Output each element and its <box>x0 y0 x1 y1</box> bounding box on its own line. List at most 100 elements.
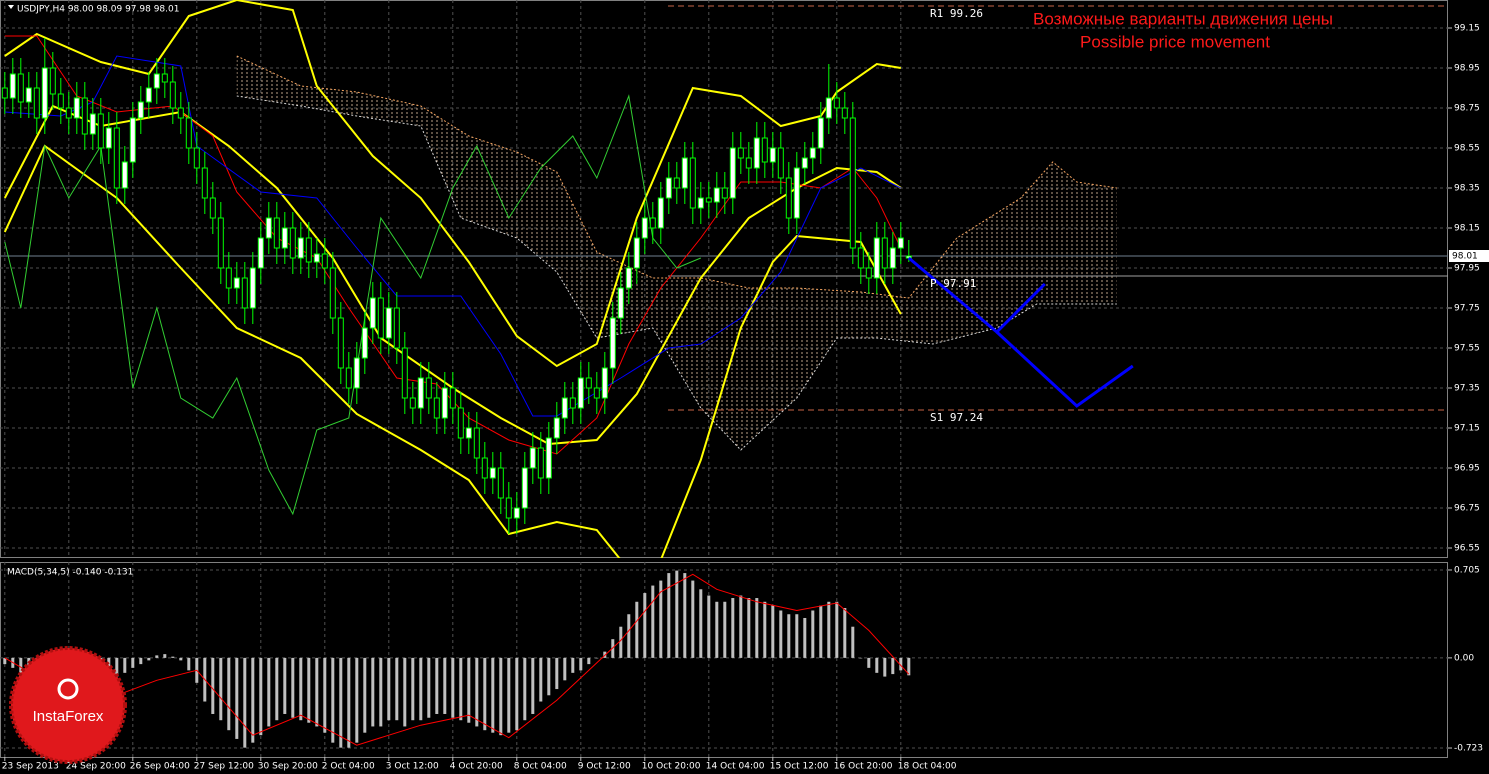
candle-body <box>609 317 616 369</box>
candle-body <box>121 161 128 189</box>
histogram-bar <box>827 601 831 658</box>
candle-body <box>233 277 240 289</box>
y-tick-label: 97.55 <box>1454 344 1480 354</box>
candle-body <box>649 217 656 229</box>
candle-body <box>841 107 848 119</box>
histogram-bar <box>291 657 295 718</box>
level-name: P <box>930 277 937 290</box>
candle-body <box>505 497 512 519</box>
candle-body <box>761 137 768 163</box>
candle-body <box>409 397 416 409</box>
histogram-bar <box>555 657 559 690</box>
candle-body <box>633 237 640 269</box>
histogram-bar <box>123 657 127 673</box>
candle-body <box>665 177 672 199</box>
histogram-bar <box>907 657 911 676</box>
projection-line <box>995 330 1134 408</box>
candle-body <box>297 237 304 259</box>
histogram-bar <box>211 657 215 714</box>
candle-body <box>305 237 312 263</box>
indicator-line <box>3 144 902 558</box>
histogram-bar <box>579 657 583 671</box>
candle-body <box>737 147 744 159</box>
y-tick-label: -0.723 <box>1454 744 1483 754</box>
candle-body <box>401 347 408 399</box>
candle-body <box>361 327 368 359</box>
histogram-bar <box>163 654 167 658</box>
candle-body <box>9 73 16 99</box>
candle-body <box>825 97 832 119</box>
candle-body <box>785 177 792 219</box>
candle-body <box>433 397 440 419</box>
histogram-bar <box>547 657 551 696</box>
histogram-bar <box>427 657 431 718</box>
candle-body <box>81 97 88 135</box>
histogram-bar <box>819 605 823 658</box>
histogram-bar <box>131 657 135 668</box>
x-tick-label: 23 Sep 2013 <box>2 762 59 772</box>
histogram-bar <box>635 601 639 658</box>
x-tick-label: 14 Oct 04:00 <box>706 762 765 772</box>
indicator-line <box>4 55 902 417</box>
candle-body <box>801 157 808 169</box>
candle-body <box>601 367 608 399</box>
candle-body <box>865 267 872 279</box>
candle-body <box>89 113 96 135</box>
axes: 99.15 98.95 98.75 98.55 98.35 98.15 97.95 97.75… <box>2 24 1489 772</box>
histogram-bar <box>347 657 351 748</box>
histogram-bar <box>651 585 655 658</box>
x-tick-label: 27 Sep 12:00 <box>194 762 254 772</box>
candle-body <box>569 397 576 409</box>
histogram-bar <box>787 614 791 658</box>
histogram-bar <box>811 610 815 658</box>
histogram-bar <box>419 657 423 721</box>
y-tick-label: 98.75 <box>1454 104 1480 114</box>
histogram-bar <box>891 657 895 675</box>
histogram-bar <box>659 580 663 658</box>
histogram-bar <box>19 657 23 673</box>
histogram-bar <box>299 657 303 721</box>
histogram-bar <box>147 657 151 661</box>
candle-body <box>185 117 192 149</box>
histogram-bar <box>643 593 647 658</box>
histogram-bar <box>867 657 871 668</box>
candle-body <box>585 377 592 389</box>
histogram-bar <box>747 598 751 658</box>
candle-body <box>321 253 328 269</box>
logo-badge <box>9 646 127 764</box>
level-value: 97.91 <box>943 277 976 290</box>
histogram-bar <box>627 614 631 658</box>
candle-body <box>241 277 248 309</box>
histogram-bar <box>507 657 511 733</box>
histogram-bar <box>387 657 391 721</box>
histogram-bar <box>539 657 543 702</box>
x-tick-label: 18 Oct 04:00 <box>898 762 957 772</box>
histogram-bar <box>835 601 839 658</box>
candle-body <box>169 81 176 109</box>
indicator-line <box>4 94 701 516</box>
histogram-bar <box>219 657 223 721</box>
x-tick-label: 30 Sep 20:00 <box>258 762 318 772</box>
candle-body <box>729 147 736 199</box>
histogram-bar <box>595 657 599 659</box>
x-tick-label: 2 Oct 04:00 <box>322 762 375 772</box>
cloud-fill <box>236 56 1117 450</box>
candle-body <box>713 187 720 203</box>
x-tick-label: 26 Sep 04:00 <box>130 762 190 772</box>
y-tick-label: 96.95 <box>1454 464 1480 474</box>
candle-body <box>97 113 104 149</box>
x-tick-label: 16 Oct 20:00 <box>834 762 893 772</box>
indicator-line <box>4 0 901 368</box>
candle-body <box>25 87 32 103</box>
y-tick-label: 99.15 <box>1454 24 1480 34</box>
histogram-bar <box>667 573 671 658</box>
candle-body <box>809 147 816 159</box>
candle-body <box>641 217 648 239</box>
histogram-bar <box>531 657 535 714</box>
histogram-bar <box>771 605 775 658</box>
histogram-bar <box>843 608 847 658</box>
histogram-bar <box>251 657 255 743</box>
candle-body <box>521 467 528 509</box>
x-tick-label: 15 Oct 12:00 <box>770 762 829 772</box>
x-tick-label: 4 Oct 20:00 <box>450 762 503 772</box>
